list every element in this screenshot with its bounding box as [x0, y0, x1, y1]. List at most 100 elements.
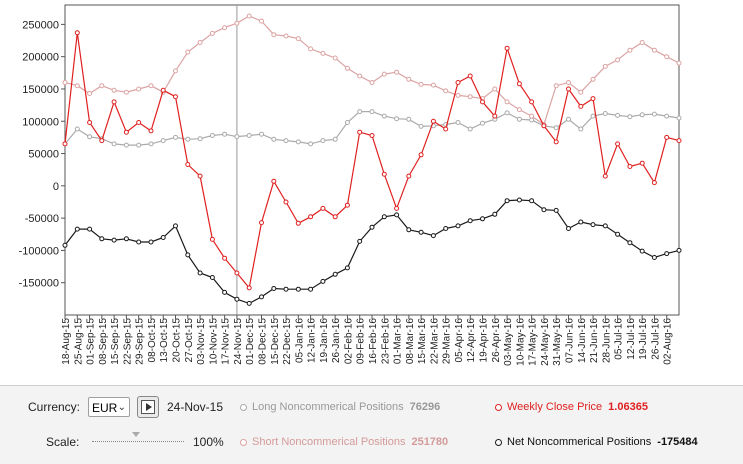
- short-noncommerical-positions-point-48[interactable]: [651, 47, 657, 53]
- long-noncommerical-positions-point-22[interactable]: [332, 136, 338, 142]
- short-noncommerical-positions-point-18[interactable]: [283, 33, 289, 39]
- long-noncommerical-positions-point-25[interactable]: [369, 109, 375, 115]
- short-noncommerical-positions-point-24[interactable]: [357, 73, 363, 79]
- weekly-close-price-point-36[interactable]: [504, 45, 510, 51]
- short-noncommerical-positions-point-38[interactable]: [529, 113, 535, 119]
- weekly-close-price-point-49[interactable]: [664, 134, 670, 140]
- long-noncommerical-positions-point-6[interactable]: [136, 142, 142, 148]
- short-noncommerical-positions-point-21[interactable]: [320, 50, 326, 56]
- weekly-close-price-point-7[interactable]: [148, 128, 154, 134]
- weekly-close-price-point-10[interactable]: [185, 162, 191, 167]
- short-noncommerical-positions-point-32[interactable]: [455, 92, 461, 98]
- weekly-close-price-point-5[interactable]: [123, 129, 129, 135]
- short-noncommerical-positions-point-30[interactable]: [430, 82, 436, 88]
- net-noncommerical-positions-point-4[interactable]: [111, 237, 117, 243]
- weekly-close-price-point-31[interactable]: [443, 126, 449, 132]
- net-noncommerical-positions-point-24[interactable]: [357, 238, 363, 244]
- net-noncommerical-positions-point-30[interactable]: [430, 233, 436, 239]
- short-noncommerical-positions-point-3[interactable]: [99, 83, 105, 89]
- net-noncommerical-positions-point-14[interactable]: [234, 296, 240, 302]
- weekly-close-price-point-2[interactable]: [87, 120, 93, 125]
- long-noncommerical-positions-point-5[interactable]: [123, 142, 129, 148]
- short-noncommerical-positions-point-49[interactable]: [664, 54, 670, 60]
- net-noncommerical-positions-point-2[interactable]: [87, 226, 93, 232]
- long-noncommerical-positions-point-47[interactable]: [639, 112, 645, 118]
- net-noncommerical-positions-point-38[interactable]: [529, 198, 535, 204]
- long-noncommerical-positions-point-46[interactable]: [627, 114, 633, 120]
- long-noncommerical-positions-point-50[interactable]: [676, 115, 682, 121]
- net-noncommerical-positions-point-26[interactable]: [381, 214, 387, 220]
- short-noncommerical-positions-point-6[interactable]: [136, 86, 142, 92]
- short-noncommerical-positions-point-50[interactable]: [676, 60, 682, 66]
- net-noncommerical-positions-point-34[interactable]: [480, 216, 485, 222]
- weekly-close-price-point-13[interactable]: [222, 255, 228, 261]
- weekly-close-price-point-14[interactable]: [234, 270, 240, 276]
- weekly-close-price-point-30[interactable]: [430, 118, 436, 124]
- short-noncommerical-positions-point-31[interactable]: [443, 88, 449, 94]
- net-noncommerical-positions-point-27[interactable]: [394, 212, 400, 218]
- weekly-close-price-point-27[interactable]: [394, 205, 400, 211]
- long-noncommerical-positions-point-23[interactable]: [344, 120, 350, 125]
- net-noncommerical-positions-point-20[interactable]: [308, 286, 314, 292]
- weekly-close-price-point-39[interactable]: [541, 123, 547, 129]
- short-noncommerical-positions-point-19[interactable]: [295, 36, 301, 42]
- long-noncommerical-positions-point-8[interactable]: [160, 138, 166, 144]
- net-noncommerical-positions-point-13[interactable]: [222, 289, 228, 295]
- short-noncommerical-positions-point-40[interactable]: [553, 83, 559, 89]
- net-noncommerical-positions-point-22[interactable]: [332, 271, 338, 277]
- net-noncommerical-positions-point-3[interactable]: [99, 236, 105, 242]
- short-noncommerical-positions-point-23[interactable]: [344, 65, 350, 71]
- weekly-close-price-point-18[interactable]: [283, 199, 289, 205]
- short-noncommerical-positions-point-1[interactable]: [74, 83, 80, 89]
- net-noncommerical-positions-point-47[interactable]: [639, 248, 645, 254]
- weekly-close-price-point-43[interactable]: [590, 96, 596, 102]
- short-noncommerical-positions-point-28[interactable]: [406, 76, 412, 82]
- long-noncommerical-positions-point-2[interactable]: [87, 134, 93, 140]
- short-noncommerical-positions-point-4[interactable]: [111, 87, 117, 93]
- long-noncommerical-positions-point-27[interactable]: [394, 116, 400, 122]
- long-noncommerical-positions-point-45[interactable]: [615, 112, 621, 118]
- net-noncommerical-positions-point-41[interactable]: [566, 226, 571, 231]
- weekly-close-price-point-11[interactable]: [197, 173, 203, 179]
- short-noncommerical-positions-point-26[interactable]: [381, 71, 387, 77]
- short-noncommerical-positions-point-7[interactable]: [148, 83, 154, 89]
- weekly-close-price-point-19[interactable]: [295, 220, 301, 226]
- net-noncommerical-positions-point-39[interactable]: [541, 207, 547, 213]
- weekly-close-price-point-22[interactable]: [332, 214, 338, 220]
- weekly-close-price-point-34[interactable]: [480, 99, 485, 105]
- weekly-close-price-point-32[interactable]: [455, 80, 461, 85]
- net-noncommerical-positions-point-44[interactable]: [602, 223, 608, 229]
- short-noncommerical-positions-point-45[interactable]: [615, 57, 621, 63]
- net-noncommerical-positions-point-37[interactable]: [516, 197, 522, 203]
- long-noncommerical-positions-point-11[interactable]: [197, 136, 203, 142]
- long-noncommerical-positions-point-21[interactable]: [320, 138, 326, 144]
- long-noncommerical-positions-point-48[interactable]: [651, 111, 657, 117]
- weekly-close-price-point-46[interactable]: [627, 164, 633, 169]
- long-noncommerical-positions-point-10[interactable]: [185, 136, 191, 142]
- short-noncommerical-positions-point-42[interactable]: [578, 89, 584, 95]
- net-noncommerical-positions-point-11[interactable]: [197, 270, 203, 276]
- weekly-close-price-point-48[interactable]: [651, 180, 657, 186]
- weekly-close-price-point-23[interactable]: [344, 202, 350, 208]
- net-noncommerical-positions-point-15[interactable]: [246, 300, 252, 306]
- weekly-close-price-point-15[interactable]: [246, 285, 252, 291]
- short-noncommerical-positions-point-22[interactable]: [332, 55, 338, 61]
- long-noncommerical-positions-point-34[interactable]: [480, 120, 485, 126]
- long-noncommerical-positions-point-37[interactable]: [516, 116, 522, 122]
- net-noncommerical-positions-point-33[interactable]: [467, 218, 473, 224]
- short-noncommerical-positions-point-2[interactable]: [87, 91, 93, 96]
- long-noncommerical-positions-point-7[interactable]: [148, 141, 154, 147]
- short-noncommerical-positions-point-17[interactable]: [271, 32, 277, 38]
- weekly-close-price-point-37[interactable]: [516, 81, 522, 87]
- legend-net[interactable]: Net Noncommerical Positions -175484: [495, 436, 698, 448]
- net-noncommerical-positions-point-40[interactable]: [553, 207, 559, 213]
- weekly-close-price-point-4[interactable]: [111, 99, 117, 105]
- net-noncommerical-positions-point-18[interactable]: [283, 286, 289, 292]
- long-noncommerical-positions-point-12[interactable]: [209, 133, 215, 138]
- net-noncommerical-positions-point-16[interactable]: [259, 294, 264, 300]
- weekly-close-price-point-17[interactable]: [271, 178, 277, 184]
- scale-slider[interactable]: [92, 432, 184, 444]
- long-noncommerical-positions-point-41[interactable]: [566, 116, 571, 122]
- weekly-close-price-point-25[interactable]: [369, 133, 375, 138]
- weekly-close-price-point-50[interactable]: [676, 138, 682, 144]
